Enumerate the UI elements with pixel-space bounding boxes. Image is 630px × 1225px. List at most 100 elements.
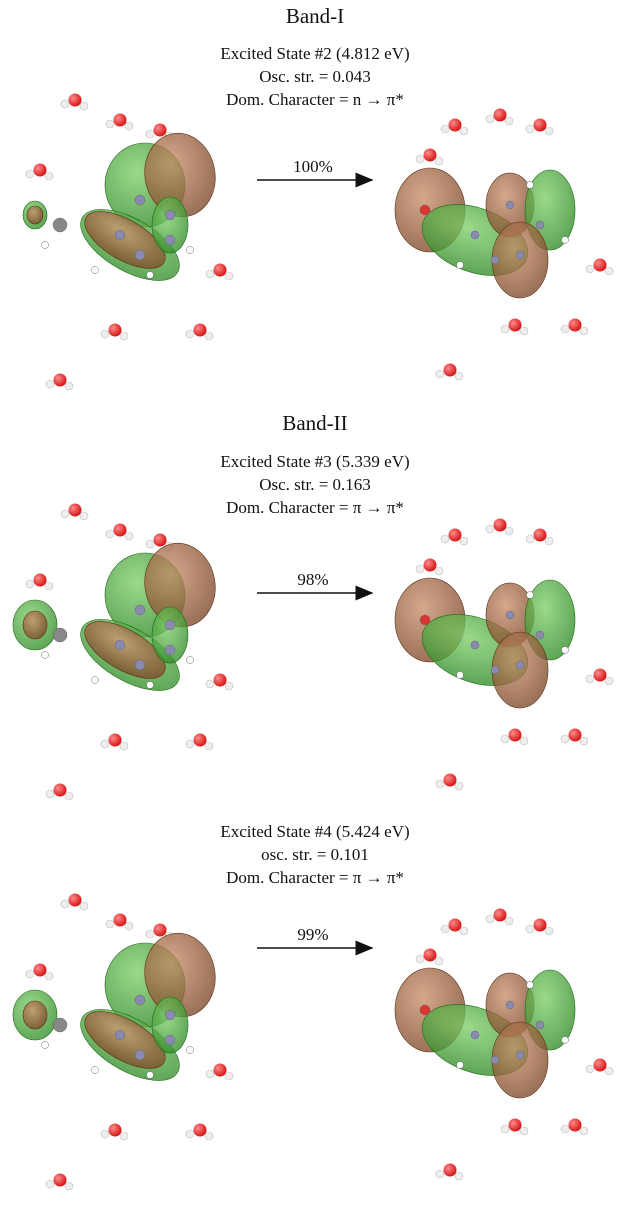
hydrogen	[586, 1065, 594, 1073]
oxygen	[494, 909, 507, 922]
atom	[147, 1072, 154, 1079]
hydrogen	[225, 682, 233, 690]
atom	[506, 1001, 514, 1009]
atom	[491, 1056, 499, 1064]
atom	[187, 657, 194, 664]
hydrogen	[101, 330, 109, 338]
oxygen	[34, 964, 47, 977]
hydrogen	[125, 122, 133, 130]
hydrogen	[206, 1070, 214, 1078]
atom	[53, 628, 67, 642]
atom	[516, 251, 524, 259]
oscillator-strength: Osc. str. = 0.163	[259, 475, 371, 494]
contribution: 100%	[293, 157, 333, 176]
hydrogen	[225, 272, 233, 280]
atom	[562, 1037, 569, 1044]
hydrogen	[205, 1132, 213, 1140]
hydrogen	[46, 790, 54, 798]
hydrogen	[486, 525, 494, 533]
atom	[135, 605, 145, 615]
hydrogen	[101, 1130, 109, 1138]
hydrogen	[435, 567, 443, 575]
atom	[165, 1010, 175, 1020]
band-title: Band-II	[282, 411, 347, 435]
oxygen	[594, 259, 607, 272]
oxygen	[494, 109, 507, 122]
hydrogen	[505, 917, 513, 925]
oxygen	[424, 949, 437, 962]
hydrogen	[586, 265, 594, 273]
atom	[420, 1005, 430, 1015]
hydrogen	[580, 1127, 588, 1135]
atom	[135, 660, 145, 670]
atom	[516, 1051, 524, 1059]
atom	[42, 652, 49, 659]
hydrogen	[435, 157, 443, 165]
atom	[420, 205, 430, 215]
atom	[135, 195, 145, 205]
excited-state: Excited State #4 (5.424 eV)	[220, 822, 409, 841]
hydrogen	[605, 267, 613, 275]
atom	[53, 218, 67, 232]
hydrogen	[520, 327, 528, 335]
oxygen	[444, 1164, 457, 1177]
oxygen	[594, 1059, 607, 1072]
hydrogen	[586, 675, 594, 683]
atom	[536, 221, 544, 229]
atom	[457, 672, 464, 679]
atom	[506, 201, 514, 209]
hydrogen	[580, 327, 588, 335]
atom	[516, 661, 524, 669]
atom	[135, 995, 145, 1005]
oxygen	[109, 324, 122, 337]
figure: Band-IExcited State #2 (4.812 eV)Osc. st…	[0, 0, 630, 1225]
oxygen	[69, 504, 82, 517]
hydrogen	[61, 900, 69, 908]
hydrogen	[26, 170, 34, 178]
hydrogen	[26, 970, 34, 978]
molecule-final	[395, 519, 613, 791]
hydrogen	[561, 735, 569, 743]
hydrogen	[460, 927, 468, 935]
hydrogen	[206, 270, 214, 278]
hydrogen	[120, 332, 128, 340]
oxygen	[114, 524, 127, 537]
hydrogen	[455, 372, 463, 380]
hydrogen	[545, 127, 553, 135]
hydrogen	[505, 527, 513, 535]
oxygen	[114, 114, 127, 127]
hydrogen	[436, 780, 444, 788]
atom	[165, 1035, 175, 1045]
oxygen	[214, 1064, 227, 1077]
atom	[506, 611, 514, 619]
orbital-lobe	[492, 1022, 548, 1098]
orbital-lobe	[23, 611, 47, 639]
oxygen	[214, 264, 227, 277]
atom	[115, 1030, 125, 1040]
hydrogen	[545, 927, 553, 935]
oxygen	[54, 374, 67, 387]
hydrogen	[206, 680, 214, 688]
hydrogen	[435, 957, 443, 965]
excited-state: Excited State #3 (5.339 eV)	[220, 452, 409, 471]
atom	[536, 1021, 544, 1029]
atom	[42, 1042, 49, 1049]
atom	[562, 237, 569, 244]
hydrogen	[61, 510, 69, 518]
hydrogen	[106, 530, 114, 538]
atom	[165, 620, 175, 630]
oxygen	[34, 164, 47, 177]
orbital-lobe	[27, 206, 43, 224]
hydrogen	[486, 915, 494, 923]
hydrogen	[455, 782, 463, 790]
dominant-character: Dom. Character = π → π*	[226, 498, 404, 517]
hydrogen	[501, 1125, 509, 1133]
oxygen	[569, 729, 582, 742]
hydrogen	[46, 380, 54, 388]
atom	[42, 242, 49, 249]
oxygen	[509, 1119, 522, 1132]
hydrogen	[460, 537, 468, 545]
hydrogen	[146, 540, 154, 548]
oxygen	[534, 919, 547, 932]
hydrogen	[65, 382, 73, 390]
